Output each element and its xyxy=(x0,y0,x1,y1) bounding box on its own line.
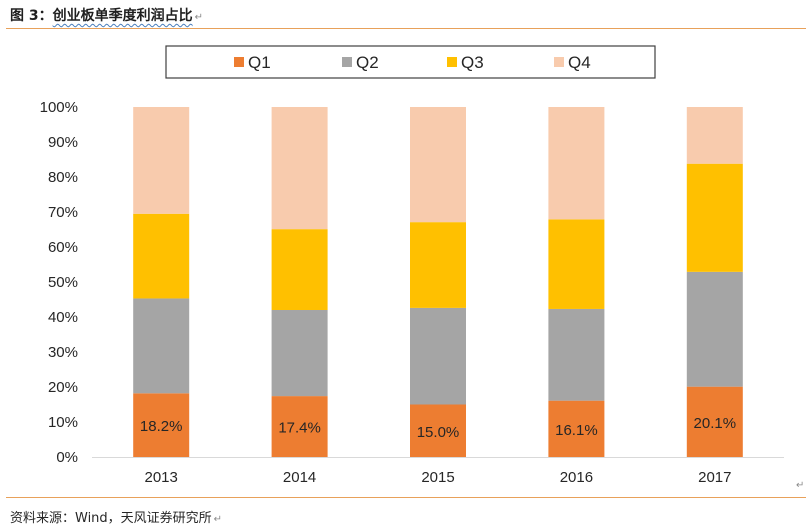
bar-2016-q2 xyxy=(548,308,605,401)
figure-number: 图 3： xyxy=(10,8,53,24)
y-tick-label: 20% xyxy=(48,379,78,396)
bottom-divider xyxy=(6,497,806,498)
bar-2016-q1 xyxy=(548,400,605,457)
bar-2017-q1 xyxy=(686,386,743,457)
bar-2017-q4 xyxy=(686,107,743,164)
bar-2014-q4 xyxy=(271,107,328,230)
y-tick-label: 80% xyxy=(48,169,78,186)
legend-swatch-q1 xyxy=(234,57,244,67)
x-tick-label-2015: 2015 xyxy=(421,469,454,486)
legend-swatch-q2 xyxy=(342,57,352,67)
legend-label-q1: Q1 xyxy=(248,53,271,72)
legend-swatch-q4 xyxy=(554,57,564,67)
paragraph-mark-icon: ↵ xyxy=(213,514,223,525)
y-tick-label: 60% xyxy=(48,239,78,256)
bar-2015-q2 xyxy=(410,307,466,405)
figure-header: 图 3：创业板单季度利润占比 ↵ xyxy=(0,0,812,28)
bar-2014-q2 xyxy=(271,310,328,397)
x-tick-label-2013: 2013 xyxy=(145,469,178,486)
bar-2014-q1 xyxy=(271,396,328,457)
paragraph-mark-icon: ↵ xyxy=(194,12,204,23)
data-label-2013: 18.2% xyxy=(140,418,183,435)
legend-label-q3: Q3 xyxy=(461,53,484,72)
legend-swatch-q3 xyxy=(447,57,457,67)
data-label-2017: 20.1% xyxy=(694,415,737,432)
y-tick-label: 100% xyxy=(40,99,78,116)
y-tick-label: 50% xyxy=(48,274,78,291)
y-tick-label: 0% xyxy=(56,449,78,466)
y-tick-label: 10% xyxy=(48,414,78,431)
data-label-2015: 15.0% xyxy=(417,424,460,441)
bar-2014-q3 xyxy=(271,229,328,310)
bar-2016-q3 xyxy=(548,219,605,309)
figure-title-text: 创业板单季度利润占比 xyxy=(52,8,193,24)
y-tick-label: 70% xyxy=(48,204,78,221)
source-text: 资料来源：Wind，天风证券研究所 xyxy=(10,511,212,526)
y-tick-label: 30% xyxy=(48,344,78,361)
legend-label-q4: Q4 xyxy=(568,53,591,72)
x-tick-label-2014: 2014 xyxy=(283,469,316,486)
data-label-2016: 16.1% xyxy=(555,422,598,439)
x-tick-label-2016: 2016 xyxy=(560,469,593,486)
bar-2015-q1 xyxy=(410,404,466,457)
bar-2015-q4 xyxy=(410,107,466,223)
x-tick-label-2017: 2017 xyxy=(698,469,731,486)
bar-2013-q3 xyxy=(133,213,190,299)
figure-title: 图 3：创业板单季度利润占比 ↵ xyxy=(10,5,203,25)
bar-2016-q4 xyxy=(548,107,605,220)
bar-2017-q2 xyxy=(686,271,743,387)
legend-box xyxy=(165,45,656,79)
paragraph-mark-icon: ↵ xyxy=(796,480,805,491)
stacked-bar-chart: Q1 Q2 Q3 Q4 0% 10% 20% 30% 40% 50% 60% 70% 80% 90% 100… xyxy=(40,45,784,486)
bar-2017-q3 xyxy=(686,163,743,272)
bar-2013-q4 xyxy=(133,107,190,214)
y-tick-label: 90% xyxy=(48,134,78,151)
y-tick-label: 40% xyxy=(48,309,78,326)
bar-2013-q1 xyxy=(133,393,190,457)
bar-2015-q3 xyxy=(410,222,466,308)
bar-2013-q2 xyxy=(133,298,190,394)
data-label-2014: 17.4% xyxy=(278,420,321,437)
top-divider xyxy=(6,28,806,29)
source-note: 资料来源：Wind，天风证券研究所 ↵ xyxy=(10,507,222,526)
legend-label-q2: Q2 xyxy=(356,53,379,72)
